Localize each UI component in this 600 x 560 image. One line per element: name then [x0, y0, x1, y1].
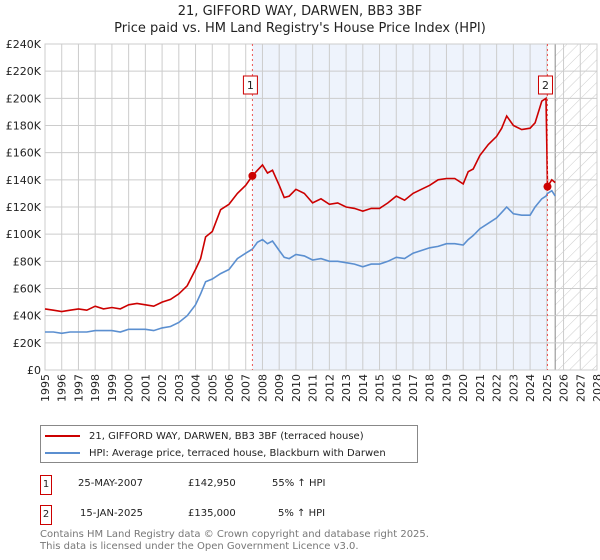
- x-tick-label: 2027: [574, 374, 587, 402]
- x-tick-label: 2003: [173, 374, 186, 402]
- x-tick-label: 2007: [240, 374, 253, 402]
- x-tick-label: 2019: [440, 374, 453, 402]
- transaction-price: £142,950: [188, 478, 236, 489]
- x-tick-label: 2005: [206, 374, 219, 402]
- y-tick-label: £20K: [13, 337, 42, 350]
- x-tick-label: 1998: [89, 374, 102, 402]
- footer-copyright: Contains HM Land Registry data © Crown c…: [40, 529, 429, 540]
- legend-label: 21, GIFFORD WAY, DARWEN, BB3 3BF (terrac…: [89, 430, 364, 442]
- sale-label-box: [537, 75, 553, 95]
- legend-item-property: 21, GIFFORD WAY, DARWEN, BB3 3BF (terrac…: [45, 429, 364, 443]
- transaction-number: 2: [40, 505, 52, 525]
- y-tick-label: £140K: [6, 174, 42, 187]
- transaction-date: 15-JAN-2025: [80, 508, 144, 519]
- hpi-series-line: [45, 189, 556, 335]
- x-tick-label: 2009: [273, 374, 286, 402]
- y-tick-label: £80K: [13, 255, 42, 268]
- x-tick-label: 2023: [507, 374, 520, 402]
- sale-label-box: [242, 75, 258, 95]
- x-tick-label: 2020: [457, 374, 470, 402]
- x-tick-label: 2001: [139, 374, 152, 402]
- x-tick-label: 2008: [256, 374, 269, 402]
- x-tick-label: 1995: [39, 374, 52, 402]
- chart-subtitle: Price paid vs. HM Land Registry's House …: [114, 21, 486, 36]
- footer-licence: This data is licensed under the Open Gov…: [40, 541, 359, 552]
- legend-item-hpi: HPI: Average price, terraced house, Blac…: [45, 446, 386, 460]
- y-tick-label: £240K: [6, 38, 42, 51]
- y-tick-label: £100K: [6, 228, 42, 241]
- property-series-line: [44, 96, 556, 313]
- legend-swatch-blue: [45, 452, 80, 454]
- x-tick-label: 2025: [541, 374, 554, 402]
- x-tick-label: 2004: [190, 374, 203, 402]
- y-tick-label: £200K: [6, 92, 42, 105]
- x-tick-label: 2006: [223, 374, 236, 402]
- sale-point: [248, 171, 257, 180]
- x-tick-label: 2021: [474, 374, 487, 402]
- y-tick-label: £160K: [6, 147, 42, 160]
- transaction-hpi: 5% ↑ HPI: [278, 508, 326, 519]
- x-tick-label: 2015: [374, 374, 387, 402]
- transaction-price: £135,000: [188, 508, 236, 519]
- sale-label: 2: [542, 79, 549, 92]
- y-tick-label: £120K: [6, 201, 42, 214]
- y-tick-label: £60K: [13, 283, 42, 296]
- y-tick-label: £180K: [6, 120, 42, 133]
- x-tick-label: 2013: [340, 374, 353, 402]
- x-tick-label: 2002: [156, 374, 169, 402]
- x-tick-label: 2017: [407, 374, 420, 402]
- x-tick-label: 1997: [72, 374, 85, 402]
- legend: 21, GIFFORD WAY, DARWEN, BB3 3BF (terrac…: [40, 425, 418, 463]
- footer: Contains HM Land Registry data © Crown c…: [40, 529, 429, 553]
- x-tick-label: 2018: [424, 374, 437, 402]
- y-tick-label: £40K: [13, 310, 42, 323]
- x-tick-label: 2000: [123, 374, 136, 402]
- x-tick-label: 2010: [290, 374, 303, 402]
- x-tick-label: 2014: [357, 374, 370, 402]
- x-tick-label: 2016: [390, 374, 403, 402]
- sale-point: [543, 182, 552, 191]
- x-tick-label: 1999: [106, 374, 119, 402]
- transaction-date: 25-MAY-2007: [78, 478, 144, 489]
- transaction-number: 1: [40, 475, 52, 495]
- sale-label: 1: [247, 79, 254, 92]
- x-tick-label: 2011: [307, 374, 320, 402]
- x-tick-label: 1996: [56, 374, 69, 402]
- y-tick-label: £0: [27, 364, 41, 377]
- x-tick-label: 2026: [558, 374, 571, 402]
- legend-swatch-red: [45, 435, 80, 437]
- x-tick-label: 2012: [323, 374, 336, 402]
- chart-title: 21, GIFFORD WAY, DARWEN, BB3 3BF: [177, 4, 423, 19]
- transaction-hpi: 55% ↑ HPI: [272, 478, 326, 489]
- x-tick-label: 2028: [591, 374, 600, 402]
- x-tick-label: 2022: [491, 374, 504, 402]
- x-tick-label: 2024: [524, 374, 537, 402]
- plot-border: [44, 43, 598, 371]
- y-tick-label: £220K: [6, 65, 42, 78]
- legend-label: HPI: Average price, terraced house, Blac…: [89, 447, 386, 459]
